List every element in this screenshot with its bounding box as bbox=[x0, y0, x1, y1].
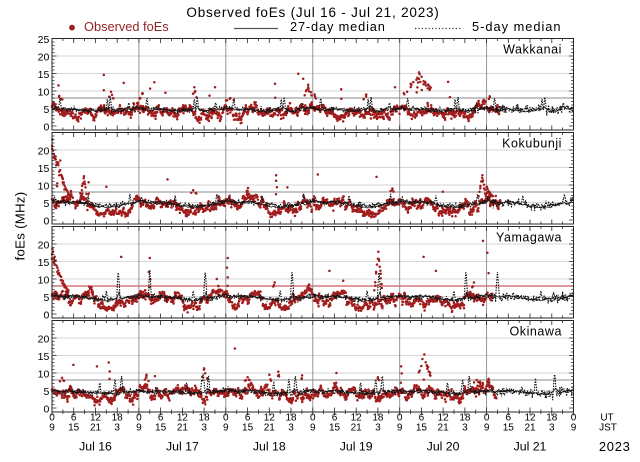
svg-text:9: 9 bbox=[223, 423, 229, 434]
svg-text:Jul 17: Jul 17 bbox=[166, 439, 199, 453]
svg-text:20: 20 bbox=[38, 52, 50, 64]
svg-text:6: 6 bbox=[332, 412, 338, 423]
svg-text:Jul 18: Jul 18 bbox=[253, 439, 286, 453]
svg-text:12: 12 bbox=[90, 412, 102, 423]
svg-text:15: 15 bbox=[416, 423, 428, 434]
svg-text:21: 21 bbox=[90, 423, 102, 434]
svg-text:5-day median: 5-day median bbox=[472, 19, 562, 34]
svg-text:6: 6 bbox=[158, 412, 164, 423]
svg-text:Jul 19: Jul 19 bbox=[340, 439, 373, 453]
svg-text:0: 0 bbox=[43, 404, 49, 416]
svg-text:27-day median: 27-day median bbox=[290, 19, 386, 34]
svg-text:9: 9 bbox=[571, 423, 577, 434]
svg-text:6: 6 bbox=[506, 412, 512, 423]
svg-text:3: 3 bbox=[375, 423, 381, 434]
svg-text:2023: 2023 bbox=[599, 439, 631, 454]
svg-text:12: 12 bbox=[524, 412, 536, 423]
svg-text:3: 3 bbox=[549, 423, 555, 434]
svg-text:5: 5 bbox=[43, 292, 49, 304]
svg-text:UT: UT bbox=[600, 412, 613, 423]
svg-text:9: 9 bbox=[484, 423, 490, 434]
svg-text:12: 12 bbox=[438, 412, 450, 423]
svg-text:Kokubunji: Kokubunji bbox=[502, 137, 562, 151]
svg-text:20: 20 bbox=[38, 334, 50, 346]
svg-text:21: 21 bbox=[351, 423, 363, 434]
svg-text:0: 0 bbox=[310, 412, 316, 423]
svg-text:0: 0 bbox=[43, 310, 49, 322]
svg-text:9: 9 bbox=[310, 423, 316, 434]
svg-text:0: 0 bbox=[397, 412, 403, 423]
svg-text:10: 10 bbox=[38, 275, 50, 287]
svg-text:20: 20 bbox=[38, 146, 50, 158]
svg-text:6: 6 bbox=[245, 412, 251, 423]
svg-text:Jul 20: Jul 20 bbox=[427, 439, 460, 453]
svg-text:9: 9 bbox=[136, 423, 142, 434]
svg-text:Observed foEs: Observed foEs bbox=[84, 19, 169, 34]
svg-text:9: 9 bbox=[49, 423, 55, 434]
svg-text:15: 15 bbox=[38, 69, 50, 81]
svg-text:5: 5 bbox=[43, 198, 49, 210]
svg-text:18: 18 bbox=[372, 412, 384, 423]
svg-text:5: 5 bbox=[43, 386, 49, 398]
svg-text:18: 18 bbox=[285, 412, 297, 423]
svg-text:10: 10 bbox=[38, 181, 50, 193]
svg-text:21: 21 bbox=[177, 423, 189, 434]
svg-text:3: 3 bbox=[201, 423, 207, 434]
svg-text:15: 15 bbox=[503, 423, 515, 434]
svg-text:foEs (MHz): foEs (MHz) bbox=[13, 192, 28, 261]
svg-text:20: 20 bbox=[38, 240, 50, 252]
svg-text:Wakkanai: Wakkanai bbox=[503, 43, 562, 57]
svg-text:15: 15 bbox=[38, 257, 50, 269]
svg-text:21: 21 bbox=[264, 423, 276, 434]
svg-text:3: 3 bbox=[114, 423, 120, 434]
svg-text:15: 15 bbox=[242, 423, 254, 434]
svg-text:18: 18 bbox=[546, 412, 558, 423]
svg-text:0: 0 bbox=[484, 412, 490, 423]
svg-text:10: 10 bbox=[38, 369, 50, 381]
svg-text:Jul 21: Jul 21 bbox=[514, 439, 547, 453]
svg-text:3: 3 bbox=[462, 423, 468, 434]
svg-text:0: 0 bbox=[43, 216, 49, 228]
svg-text:0: 0 bbox=[223, 412, 229, 423]
svg-text:15: 15 bbox=[38, 163, 50, 175]
svg-text:6: 6 bbox=[71, 412, 77, 423]
svg-text:0: 0 bbox=[136, 412, 142, 423]
svg-text:10: 10 bbox=[38, 87, 50, 99]
svg-text:0: 0 bbox=[49, 412, 55, 423]
svg-text:3: 3 bbox=[288, 423, 294, 434]
svg-text:12: 12 bbox=[351, 412, 363, 423]
svg-text:12: 12 bbox=[177, 412, 189, 423]
svg-text:21: 21 bbox=[438, 423, 450, 434]
svg-text:Jul 16: Jul 16 bbox=[79, 439, 112, 453]
svg-text:JST: JST bbox=[599, 423, 617, 434]
svg-text:18: 18 bbox=[112, 412, 124, 423]
svg-text:Yamagawa: Yamagawa bbox=[496, 231, 562, 245]
svg-text:18: 18 bbox=[199, 412, 211, 423]
svg-text:15: 15 bbox=[329, 423, 341, 434]
svg-text:0: 0 bbox=[43, 122, 49, 134]
svg-text:15: 15 bbox=[155, 423, 167, 434]
svg-text:9: 9 bbox=[397, 423, 403, 434]
svg-text:0: 0 bbox=[571, 412, 577, 423]
svg-text:21: 21 bbox=[524, 423, 536, 434]
svg-text:18: 18 bbox=[459, 412, 471, 423]
svg-text:5: 5 bbox=[43, 104, 49, 116]
svg-text:25: 25 bbox=[38, 34, 50, 46]
svg-text:6: 6 bbox=[419, 412, 425, 423]
svg-text:15: 15 bbox=[38, 351, 50, 363]
svg-text:15: 15 bbox=[68, 423, 80, 434]
svg-text:12: 12 bbox=[264, 412, 276, 423]
svg-text:Observed foEs (Jul 16 - Jul 21: Observed foEs (Jul 16 - Jul 21, 2023) bbox=[186, 5, 439, 20]
svg-text:Okinawa: Okinawa bbox=[510, 325, 562, 339]
